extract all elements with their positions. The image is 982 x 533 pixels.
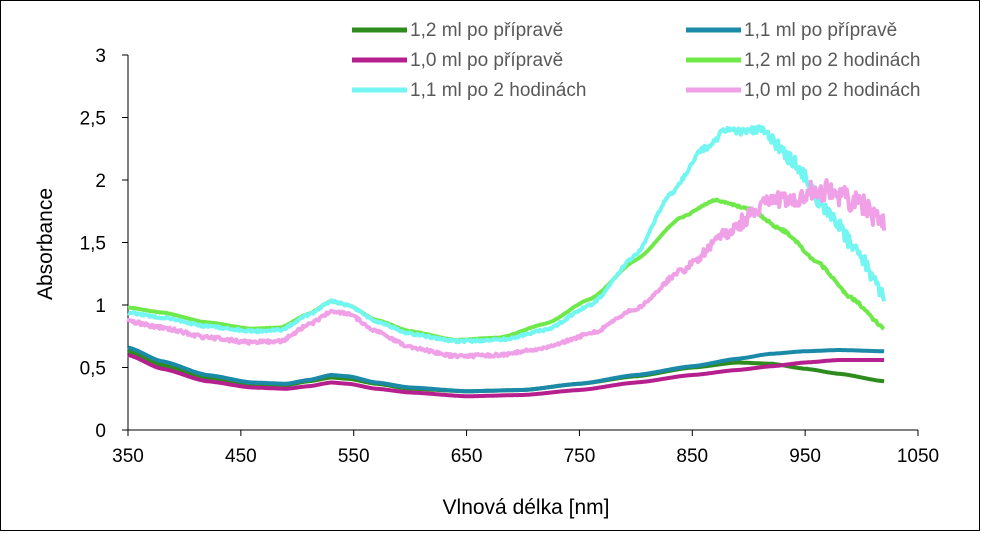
x-axis-title: Vlnová délka [nm] <box>443 496 610 519</box>
legend-label: 1,2 ml po 2 hodinách <box>744 50 920 71</box>
legend: 1,2 ml po přípravě 1,1 ml po přípravě 1,0 … <box>352 20 920 101</box>
x-tick-label: 950 <box>789 446 821 467</box>
axes <box>122 54 919 436</box>
x-tick-label: 650 <box>451 446 483 467</box>
y-tick-label: 0 <box>95 421 106 442</box>
legend-label: 1,2 ml po přípravě <box>410 20 563 41</box>
series-line <box>126 178 887 360</box>
x-tick-label: 850 <box>676 446 708 467</box>
series-lines <box>126 124 887 399</box>
series-line <box>127 197 886 343</box>
y-tick-label: 0,5 <box>80 359 106 380</box>
tick-labels: 350 450 550 650 750 850 950 1050 0 0,5 1 1,5 2 2,5 3 <box>80 46 940 467</box>
y-tick-label: 1 <box>95 296 106 317</box>
y-tick-label: 2,5 <box>80 109 106 130</box>
legend-label: 1,0 ml po 2 hodinách <box>744 80 920 101</box>
x-tick-label: 450 <box>225 446 257 467</box>
x-tick-label: 750 <box>564 446 596 467</box>
x-tick-label: 1050 <box>897 446 939 467</box>
y-tick-label: 2 <box>95 171 106 192</box>
series-line <box>127 353 885 399</box>
series-line <box>127 345 885 394</box>
y-axis-title: Absorbance <box>34 188 57 300</box>
x-tick-label: 350 <box>112 446 144 467</box>
legend-label: 1,0 ml po přípravě <box>410 50 563 71</box>
x-tick-label: 550 <box>338 446 370 467</box>
legend-label: 1,1 ml po přípravě <box>744 20 897 41</box>
series-line <box>127 124 887 345</box>
legend-label: 1,1 ml po 2 hodinách <box>410 80 586 101</box>
y-tick-label: 3 <box>95 46 106 67</box>
y-tick-label: 1,5 <box>80 234 106 255</box>
